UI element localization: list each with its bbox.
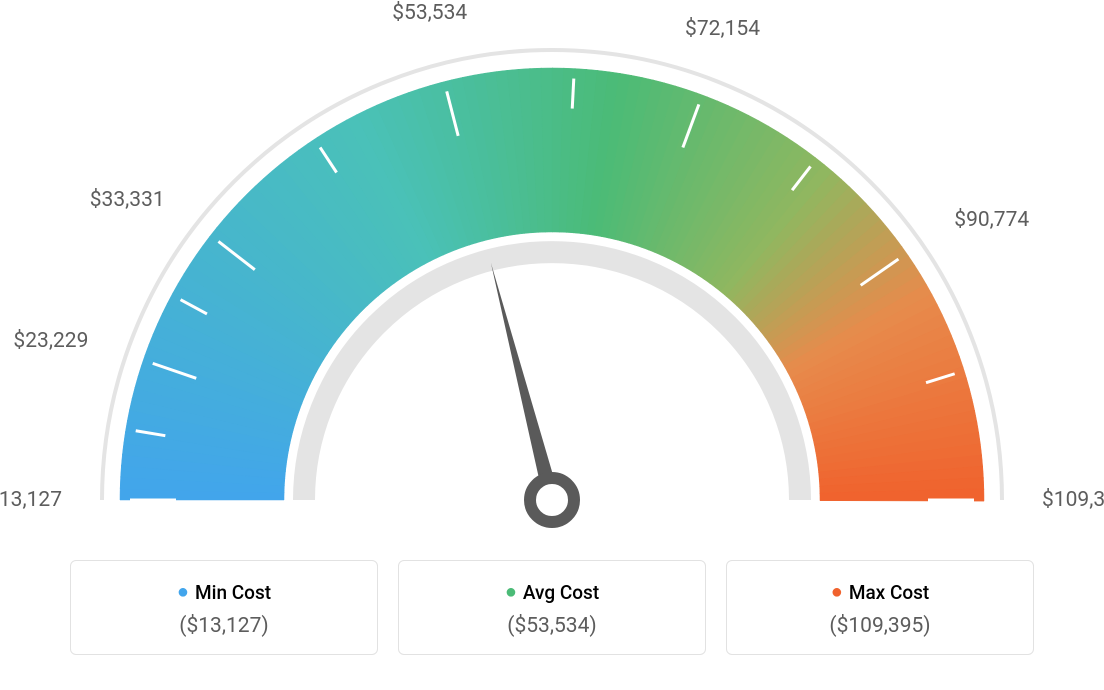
gauge-tick-label: $23,229 bbox=[13, 329, 88, 353]
gauge-chart: $13,127 $23,229 $33,331 $53,534 $72,154 $90,7… bbox=[0, 0, 1104, 540]
gauge-tick-label: $109,395 bbox=[1042, 488, 1104, 512]
dot-icon: ● bbox=[505, 579, 517, 603]
legend-row: ●Min Cost ($13,127) ●Avg Cost ($53,534) … bbox=[70, 560, 1034, 655]
legend-value-min: ($13,127) bbox=[71, 614, 377, 638]
gauge-needle-hub bbox=[530, 478, 574, 522]
gauge-tick-label: $90,774 bbox=[954, 208, 1029, 232]
dot-icon: ● bbox=[831, 579, 843, 603]
gauge-tick-label: $72,154 bbox=[685, 17, 760, 41]
legend-card-avg: ● Avg Cost ($53,534) bbox=[398, 560, 706, 655]
legend-title-text: Avg Cost bbox=[523, 581, 599, 604]
legend-card-min: ● Min Cost ($13,127) bbox=[70, 560, 378, 655]
gauge-needle bbox=[491, 263, 560, 502]
gauge-svg bbox=[0, 0, 1104, 540]
gauge-tick-label: $53,534 bbox=[392, 1, 467, 25]
gauge-color-arc bbox=[120, 68, 984, 501]
legend-title-text: Max Cost bbox=[849, 581, 929, 604]
legend-value-avg: ($53,534) bbox=[399, 614, 705, 638]
dot-icon: ● bbox=[177, 579, 189, 603]
legend-title-max: ● Max Cost bbox=[727, 579, 1033, 604]
legend-title-min: ● Min Cost bbox=[71, 579, 377, 604]
legend-title-text: Min Cost bbox=[195, 581, 271, 604]
legend-card-max: ● Max Cost ($109,395) bbox=[726, 560, 1034, 655]
legend-value-max: ($109,395) bbox=[727, 614, 1033, 638]
gauge-tick-label: $13,127 bbox=[0, 488, 62, 512]
gauge-tick-label: $33,331 bbox=[90, 188, 165, 212]
legend-title-avg: ● Avg Cost bbox=[399, 579, 705, 604]
